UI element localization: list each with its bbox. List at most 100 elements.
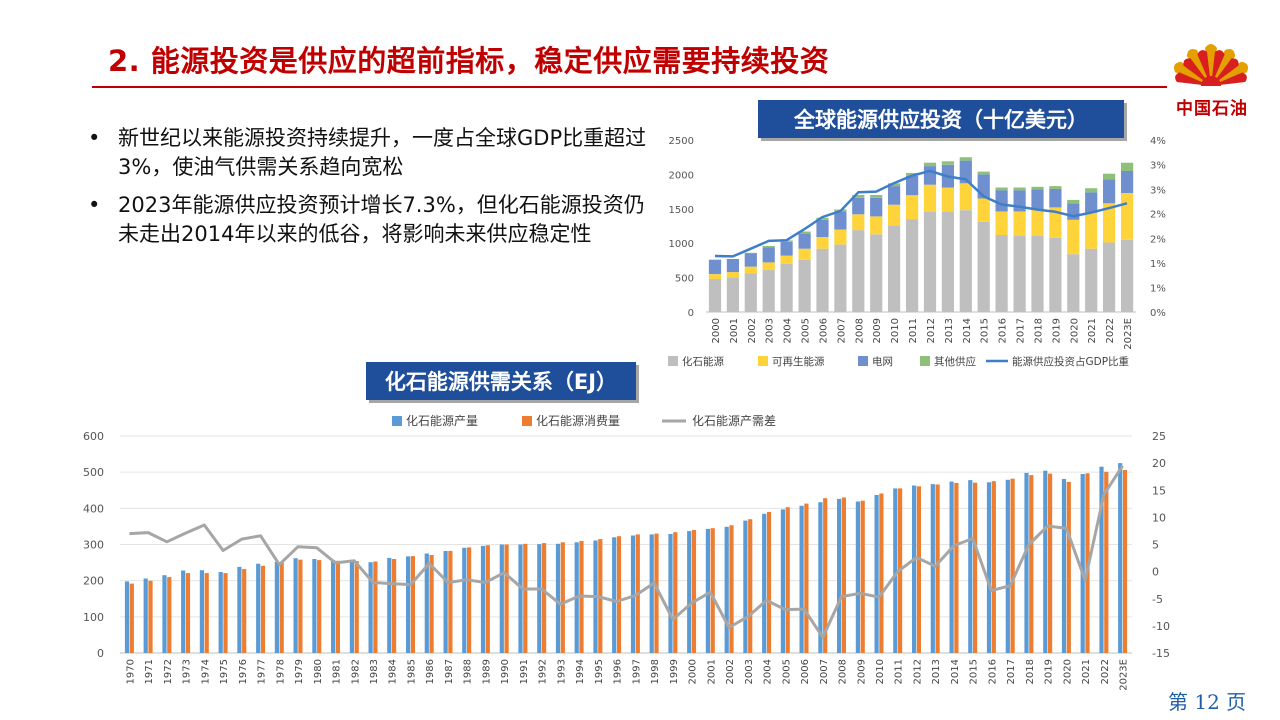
x-tick-label: 1984: [388, 659, 399, 684]
bar: [368, 562, 373, 653]
bar-segment: [1031, 186, 1044, 190]
bar-segment: [852, 197, 865, 215]
bar-segment: [708, 279, 722, 312]
y-left-tick-label: 300: [83, 539, 104, 552]
bar: [785, 507, 790, 653]
x-tick-label: 2020: [1062, 659, 1073, 684]
bar: [1010, 478, 1015, 653]
y-right-tick-label: 25: [1152, 430, 1166, 443]
x-tick-label: 1971: [144, 659, 155, 684]
y-right-tick-label: 2%: [1150, 210, 1166, 221]
bar: [406, 556, 411, 653]
bar: [799, 505, 804, 653]
slide-title: 2. 能源投资是供应的超前指标，稳定供应需要持续投资: [108, 44, 830, 78]
bar-segment: [906, 175, 919, 196]
bar: [1043, 470, 1048, 653]
bar: [429, 555, 434, 653]
bar: [874, 495, 879, 653]
bar-segment: [1085, 192, 1098, 213]
bar-segment: [888, 225, 901, 312]
bar-segment: [834, 211, 847, 230]
bar: [991, 481, 996, 653]
bar: [560, 542, 565, 653]
x-tick-label: 1977: [257, 659, 268, 684]
x-tick-label: 2017: [1006, 659, 1017, 684]
bar: [1048, 473, 1053, 653]
x-tick-label: 1989: [481, 659, 492, 684]
bar: [462, 547, 467, 653]
legend-label: 化石能源消费量: [536, 414, 620, 428]
x-tick-label: 2019: [1051, 318, 1062, 343]
x-tick-label: 2008: [854, 318, 865, 343]
bar-segment: [780, 241, 793, 256]
bar-segment: [762, 246, 775, 248]
bar-segment: [726, 277, 739, 312]
y-right-tick-label: 2%: [1150, 234, 1166, 245]
x-tick-label: 2023E: [1123, 318, 1134, 350]
bar: [354, 561, 359, 653]
bar-segment: [1049, 207, 1062, 238]
bullet-dot: •: [88, 193, 101, 217]
x-tick-label: 2002: [747, 318, 758, 343]
x-tick-label: 1988: [463, 659, 474, 684]
bar-segment: [762, 262, 775, 271]
bar: [968, 480, 973, 653]
bar-segment: [995, 187, 1008, 191]
bar-segment: [941, 161, 954, 165]
x-tick-label: 2009: [872, 318, 883, 343]
y-left-tick-label: 600: [83, 430, 104, 443]
bar: [542, 543, 547, 653]
x-tick-label: 2012: [926, 318, 937, 343]
x-tick-label: 1986: [425, 659, 436, 684]
x-tick-label: 2003: [744, 659, 755, 684]
supply-demand-gap-line: [129, 464, 1124, 639]
bar: [893, 488, 898, 653]
bar-segment: [762, 270, 775, 312]
y-left-tick-label: 2000: [669, 170, 694, 181]
bar: [1099, 466, 1104, 653]
bar: [260, 565, 266, 653]
bar: [148, 580, 153, 653]
bar: [804, 503, 809, 653]
legend-label: 其他供应: [934, 355, 976, 368]
bar-segment: [870, 195, 883, 198]
y-right-tick-label: 1%: [1150, 259, 1166, 270]
bar-segment: [1121, 162, 1134, 171]
x-tick-label: 2000: [688, 659, 699, 684]
x-tick-label: 2011: [894, 659, 905, 684]
bar: [930, 484, 935, 653]
x-tick-label: 2014: [950, 659, 961, 684]
bar: [162, 575, 167, 653]
bar-segment: [888, 204, 901, 226]
x-tick-label: 1999: [669, 659, 680, 684]
bar-segment: [816, 237, 829, 249]
bar: [1080, 474, 1085, 653]
bar-segment: [1067, 219, 1080, 255]
bar-segment: [834, 229, 847, 245]
x-tick-label: 1983: [369, 659, 380, 684]
x-tick-label: 2012: [913, 659, 924, 684]
bar-segment: [798, 231, 811, 234]
legend-label: 化石能源产需差: [692, 414, 776, 428]
y-right-tick-label: 0: [1152, 566, 1159, 579]
bullet-text: 新世纪以来能源投资持续提升，一度占全球GDP比重超过3%，使油气供需关系趋向宽松: [118, 126, 647, 179]
legend-swatch: [522, 416, 532, 426]
x-tick-label: 2018: [1034, 318, 1045, 343]
bar-segment: [816, 219, 829, 237]
y-right-tick-label: 15: [1152, 484, 1166, 497]
x-tick-label: 2023E: [1119, 659, 1130, 691]
x-tick-label: 1970: [125, 659, 136, 684]
bar-segment: [1049, 188, 1062, 208]
bar-segment: [906, 219, 919, 312]
bar: [293, 558, 298, 653]
bar-segment: [995, 190, 1008, 212]
bar: [630, 535, 636, 653]
bar: [973, 482, 978, 653]
legend-swatch: [858, 356, 868, 366]
bar: [1029, 475, 1034, 653]
x-tick-label: 1990: [500, 659, 511, 684]
bar-segment: [1085, 188, 1098, 193]
bar-segment: [816, 248, 829, 312]
bar: [237, 566, 242, 653]
bar-segment: [1085, 248, 1098, 312]
